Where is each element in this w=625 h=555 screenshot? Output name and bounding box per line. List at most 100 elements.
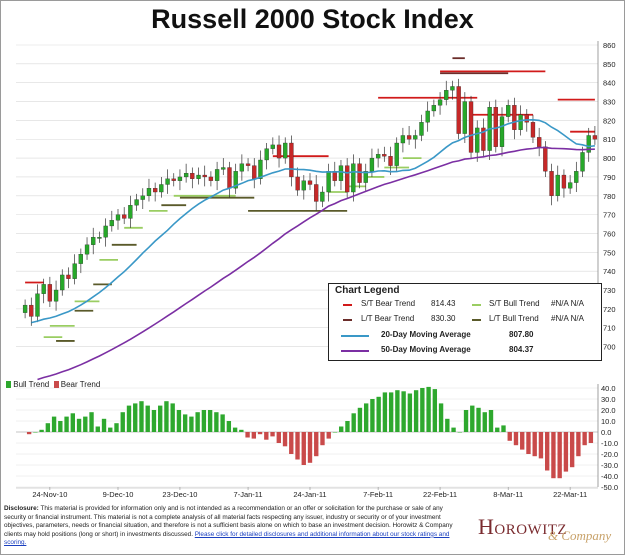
y-tick-label: 810 xyxy=(603,135,616,144)
candle-up xyxy=(326,171,331,193)
bull-bar xyxy=(170,403,175,432)
bear-bar xyxy=(264,432,269,440)
candle-down xyxy=(252,165,257,179)
ma20-line xyxy=(31,118,595,324)
candle-up xyxy=(72,263,77,279)
legend-swatch-lt-bear xyxy=(343,319,352,321)
candle-up xyxy=(301,180,306,191)
bull-bar xyxy=(332,432,338,433)
candle-down xyxy=(524,114,529,123)
candle-up xyxy=(128,205,133,219)
candle-up xyxy=(369,157,375,172)
bear-bar xyxy=(276,432,281,443)
bull-bar xyxy=(482,412,487,432)
candle-down xyxy=(190,173,195,179)
candle-up xyxy=(475,127,480,153)
horowitz-logo: Horowitz & Company xyxy=(470,512,620,548)
candle-up xyxy=(444,90,449,100)
candle-up xyxy=(400,135,406,144)
bull-bar xyxy=(451,427,456,432)
legend-swatch-st-bear xyxy=(343,304,352,306)
legend-label-st-bear: S/T Bear Trend xyxy=(361,299,416,308)
bear-bar xyxy=(557,432,562,479)
bull-bar xyxy=(58,421,63,432)
candle-up xyxy=(233,171,238,189)
legend-swatch-ma20 xyxy=(341,335,369,337)
legend-swatch-lt-bull xyxy=(472,319,481,321)
bull-bar xyxy=(438,403,444,432)
bull-bar xyxy=(382,392,388,432)
y-tick-label: 710 xyxy=(603,324,616,333)
bull-bar xyxy=(70,413,75,432)
candle-down xyxy=(208,176,214,181)
bull-bar xyxy=(133,403,138,432)
candle-down xyxy=(468,101,474,153)
candle-down xyxy=(122,214,127,219)
candle-up xyxy=(567,182,573,189)
bull-bar xyxy=(207,410,213,432)
legend-swatch-bull xyxy=(6,381,11,388)
candle-up xyxy=(518,114,523,130)
bull-bar xyxy=(345,421,350,432)
x-tick-label: 22-Mar-11 xyxy=(553,490,587,499)
candle-up xyxy=(221,167,226,170)
legend-swatch-st-bull xyxy=(472,304,481,306)
bull-bar xyxy=(189,416,194,432)
candle-up xyxy=(84,244,90,255)
candle-up xyxy=(450,86,455,91)
bear-bar xyxy=(545,432,550,471)
candle-up xyxy=(159,184,164,193)
candle-up xyxy=(580,152,585,172)
candle-up xyxy=(264,148,269,161)
bull-bar xyxy=(214,412,219,432)
legend-value-st-bear: 814.43 xyxy=(431,299,456,308)
bull-bar xyxy=(151,410,157,432)
candle-down xyxy=(276,144,282,159)
candle-up xyxy=(555,174,560,196)
legend-value-st-bull: #N/A N/A xyxy=(551,299,584,308)
y-tick-label: -40.0 xyxy=(601,472,618,481)
candle-down xyxy=(382,154,387,157)
bear-bar xyxy=(270,432,275,437)
candle-up xyxy=(363,171,368,183)
candle-up xyxy=(258,159,263,179)
bull-bar xyxy=(351,413,356,432)
bull-bar xyxy=(432,389,438,432)
candle-up xyxy=(351,163,356,193)
legend-title: Chart Legend xyxy=(335,285,400,296)
candle-up xyxy=(115,214,121,221)
bull-bar xyxy=(76,418,82,432)
candle-down xyxy=(388,156,393,166)
legend-label-lt-bull: L/T Bull Trend xyxy=(489,314,539,323)
candle-down xyxy=(481,127,486,151)
bear-bar xyxy=(295,432,300,460)
moving-averages xyxy=(31,118,595,381)
candle-down xyxy=(549,171,554,196)
bull-bar xyxy=(413,390,419,432)
bear-bar xyxy=(314,432,319,457)
bull-bar xyxy=(501,425,506,432)
legend-label-ma20: 20-Day Moving Average xyxy=(381,330,471,339)
candle-up xyxy=(586,135,591,153)
trend-bars xyxy=(26,386,594,479)
y-tick-label: 770 xyxy=(603,211,616,220)
candle-up xyxy=(165,178,170,185)
bull-bar xyxy=(83,416,88,432)
bull-bar xyxy=(176,410,182,432)
logo-main: Horowitz xyxy=(478,514,568,539)
candle-up xyxy=(103,225,108,238)
bear-bar xyxy=(257,432,263,435)
candle-down xyxy=(289,142,294,178)
disclosure-link[interactable]: Please click for detailed disclosures an… xyxy=(4,530,450,547)
candle-up xyxy=(437,99,443,106)
candle-up xyxy=(134,199,139,206)
candle-down xyxy=(592,135,598,140)
bull-bar xyxy=(232,427,238,432)
legend-value-ma20: 807.80 xyxy=(509,330,534,339)
bull-bar xyxy=(463,410,469,432)
candle-down xyxy=(456,86,461,134)
candle-up xyxy=(109,220,114,227)
ma50-line xyxy=(37,146,595,381)
candle-up xyxy=(431,105,437,112)
bull-bar xyxy=(108,427,113,432)
